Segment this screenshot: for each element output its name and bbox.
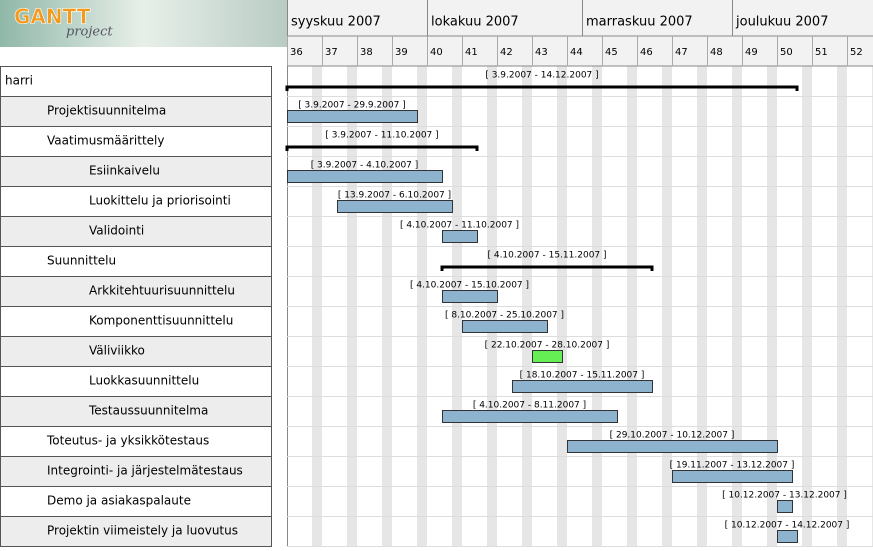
- date-label: [ 4.10.2007 - 15.10.2007 ]: [410, 281, 529, 291]
- week-label: 49: [745, 47, 758, 58]
- task-name: Vaatimusmäärittely: [47, 134, 164, 148]
- week-label: 44: [570, 47, 583, 58]
- task-bar: [512, 380, 653, 393]
- date-label: [ 10.12.2007 - 13.12.2007 ]: [722, 491, 847, 501]
- task-name: Projektin viimeistely ja luovutus: [47, 524, 238, 538]
- logo-brand: GANTT: [14, 5, 91, 29]
- week-label: 48: [710, 47, 723, 58]
- task-bar: [337, 200, 453, 213]
- date-label: [ 3.9.2007 - 11.10.2007 ]: [325, 131, 438, 141]
- week-label: 51: [815, 47, 828, 58]
- date-label: [ 29.10.2007 - 10.12.2007 ]: [610, 431, 735, 441]
- task-name: Komponenttisuunnittelu: [89, 314, 233, 328]
- task-bar: [777, 530, 798, 543]
- task-row: [0, 486, 272, 517]
- date-label: [ 3.9.2007 - 14.12.2007 ]: [485, 71, 598, 81]
- date-label: [ 8.10.2007 - 25.10.2007 ]: [445, 311, 564, 321]
- month-label: syyskuu 2007: [291, 15, 381, 30]
- task-bar: [672, 470, 793, 483]
- summary-bar: [285, 145, 479, 151]
- task-bar: [287, 110, 418, 123]
- week-label: 41: [465, 47, 478, 58]
- week-label: 46: [640, 47, 653, 58]
- task-bar: [532, 350, 563, 363]
- date-label: [ 22.10.2007 - 28.10.2007 ]: [485, 341, 610, 351]
- week-label: 50: [780, 47, 793, 58]
- task-row: [0, 396, 272, 427]
- task-name: Suunnittelu: [47, 254, 116, 268]
- task-bar: [462, 320, 548, 333]
- week-label: 39: [395, 47, 408, 58]
- month-label: marraskuu 2007: [586, 15, 693, 30]
- task-name: Toteutus- ja yksikkötestaus: [46, 434, 209, 448]
- date-label: [ 4.10.2007 - 11.10.2007 ]: [400, 221, 519, 231]
- date-label: [ 13.9.2007 - 6.10.2007 ]: [338, 191, 451, 201]
- date-label: [ 19.11.2007 - 13.12.2007 ]: [670, 461, 795, 471]
- date-label: [ 18.10.2007 - 15.11.2007 ]: [520, 371, 645, 381]
- week-label: 42: [500, 47, 513, 58]
- task-bar: [777, 500, 793, 513]
- task-name: Validointi: [89, 224, 144, 238]
- summary-bar: [440, 265, 654, 271]
- task-name: harri: [5, 74, 33, 88]
- task-row: [0, 186, 272, 217]
- task-row: [0, 306, 272, 337]
- date-label: [ 3.9.2007 - 29.9.2007 ]: [298, 101, 406, 111]
- task-bar: [442, 410, 618, 423]
- task-row: [0, 246, 272, 277]
- task-bar: [567, 440, 778, 453]
- logo-sub: project: [66, 25, 113, 40]
- week-label: 45: [605, 47, 618, 58]
- task-row: [0, 456, 272, 487]
- task-bar: [442, 290, 498, 303]
- date-label: [ 4.10.2007 - 8.11.2007 ]: [473, 401, 586, 411]
- task-name: Demo ja asiakaspalaute: [47, 494, 191, 508]
- task-bar: [287, 170, 443, 183]
- date-label: [ 4.10.2007 - 15.11.2007 ]: [487, 251, 606, 261]
- date-label: [ 10.12.2007 - 14.12.2007 ]: [725, 521, 850, 531]
- date-label: [ 3.9.2007 - 4.10.2007 ]: [311, 161, 419, 171]
- task-bar: [442, 230, 478, 243]
- task-name: Testaussuunnitelma: [88, 404, 208, 418]
- task-name: Luokittelu ja priorisointi: [89, 194, 231, 208]
- week-label: 43: [535, 47, 548, 58]
- week-label: 38: [360, 47, 373, 58]
- task-name: Integrointi- ja järjestelmätestaus: [47, 464, 243, 478]
- logo-area: [0, 0, 287, 47]
- task-name: Väliviikko: [89, 344, 145, 358]
- timeline-header: [287, 0, 873, 66]
- week-label: 52: [850, 47, 863, 58]
- month-label: joulukuu 2007: [735, 15, 828, 30]
- week-label: 36: [290, 47, 303, 58]
- summary-bar: [285, 85, 799, 91]
- task-name: Esiinkaivelu: [89, 164, 160, 178]
- task-row: [0, 216, 272, 247]
- task-row: [0, 516, 272, 547]
- task-row: [0, 336, 272, 367]
- task-row: [0, 366, 272, 397]
- week-label: 37: [325, 47, 338, 58]
- task-row: [0, 156, 272, 187]
- month-label: lokakuu 2007: [431, 15, 519, 30]
- task-name: Luokkasuunnittelu: [89, 374, 199, 388]
- week-label: 47: [675, 47, 688, 58]
- task-row: [0, 276, 272, 307]
- task-row: [0, 66, 272, 97]
- task-name: Arkkitehtuurisuunnittelu: [89, 284, 235, 298]
- week-label: 40: [430, 47, 443, 58]
- task-name: Projektisuunnitelma: [47, 104, 166, 118]
